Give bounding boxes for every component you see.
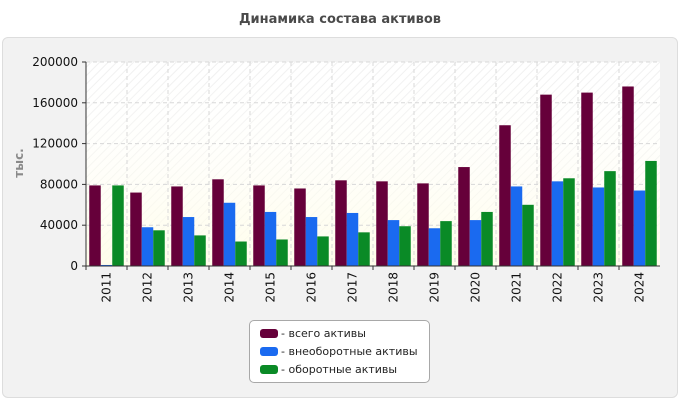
legend-item: - внеоборотные активы [260, 342, 418, 360]
bar [235, 241, 247, 266]
y-tick-label: 120000 [32, 137, 78, 151]
x-tick-label: 2023 [592, 272, 606, 303]
x-tick-label: 2016 [305, 272, 319, 303]
bar [376, 181, 388, 266]
y-tick-label: 40000 [40, 218, 78, 232]
y-tick-label: 200000 [32, 55, 78, 69]
bar [581, 92, 593, 266]
bar [440, 221, 452, 266]
bar [551, 181, 564, 266]
x-tick-label: 2013 [182, 272, 196, 303]
x-tick-label: 2015 [264, 272, 278, 303]
bar [458, 167, 470, 266]
y-tick-label: 0 [70, 259, 78, 273]
bar [469, 220, 482, 266]
x-tick-label: 2012 [141, 272, 155, 303]
bar [645, 160, 657, 266]
bar [194, 235, 206, 266]
bar [182, 217, 195, 266]
bar [212, 179, 224, 266]
x-tick-label: 2014 [223, 272, 237, 303]
bar [294, 188, 306, 266]
bar [130, 192, 142, 266]
bar [540, 94, 552, 266]
bar [428, 228, 441, 266]
chart-title: Динамика состава активов [238, 12, 442, 27]
bar [335, 180, 347, 266]
bar [417, 183, 429, 266]
bar [153, 230, 165, 266]
legend-item: - всего активы [260, 324, 366, 342]
legend-label: - внеоборотные активы [281, 344, 418, 358]
x-tick-label: 2018 [387, 272, 401, 303]
bar [89, 185, 101, 266]
legend-swatch [260, 346, 278, 356]
bar [633, 190, 646, 266]
bar [112, 185, 124, 266]
y-tick-label: 80000 [40, 177, 78, 191]
legend-swatch [260, 328, 278, 338]
bar [141, 227, 154, 266]
bar [253, 185, 265, 266]
bar [171, 186, 183, 266]
x-tick-label: 2011 [100, 272, 114, 303]
bar [346, 212, 359, 266]
bar [563, 178, 575, 266]
legend-swatch [260, 364, 278, 374]
y-axis-label: тыс. [12, 148, 26, 177]
chart-legend: - всего активы - внеоборотные активы - обо… [249, 320, 430, 383]
x-tick-label: 2021 [510, 272, 524, 303]
bar [481, 211, 493, 266]
bar [264, 211, 277, 266]
bar [276, 239, 288, 266]
bar [399, 226, 411, 266]
x-tick-label: 2022 [551, 272, 565, 303]
legend-item: - оборотные активы [260, 360, 397, 378]
bar [358, 232, 370, 266]
legend-label: - оборотные активы [281, 362, 398, 376]
bar [499, 125, 511, 267]
bar [592, 187, 605, 266]
bar [317, 236, 329, 266]
bar [305, 217, 318, 266]
bar [522, 204, 534, 266]
x-tick-label: 2017 [346, 272, 360, 303]
bar [510, 186, 523, 266]
y-tick-label: 160000 [32, 96, 78, 110]
x-tick-label: 2020 [469, 272, 483, 303]
x-tick-label: 2019 [428, 272, 442, 303]
bar [223, 202, 236, 266]
bar [622, 86, 634, 266]
bar [604, 171, 616, 266]
bar [387, 220, 400, 266]
bar [100, 264, 113, 266]
x-tick-label: 2024 [633, 272, 647, 303]
legend-label: - всего активы [281, 326, 366, 340]
